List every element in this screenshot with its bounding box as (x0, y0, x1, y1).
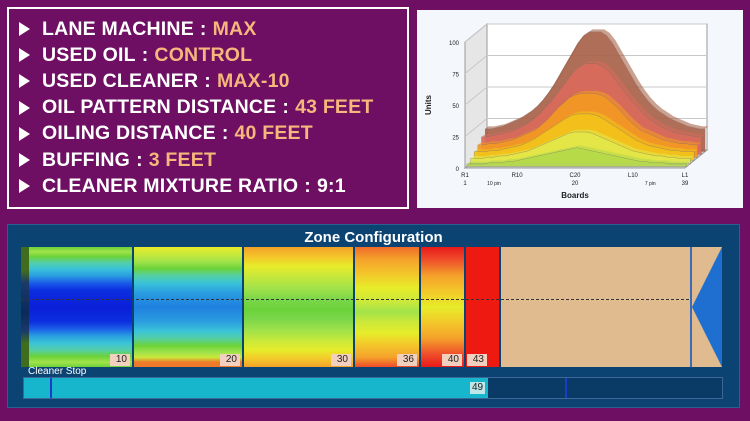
lane-edge-strip (21, 247, 29, 367)
x-axis-label: Boards (561, 191, 589, 200)
lane-center-line (21, 299, 689, 300)
x-number-label: 1 (463, 181, 467, 187)
spec-lane-machine: LANE MACHINE : MAX (19, 16, 407, 42)
spec-oil-pattern-distance: OIL PATTERN DISTANCE : 43 FEET (19, 95, 407, 121)
y-tick-label: 100 (449, 41, 460, 47)
y-axis-label: Units (424, 94, 433, 115)
bullet-arrow-icon (19, 48, 30, 63)
spec-value: MAX-10 (216, 69, 290, 92)
zone-distance-marker: 36 (397, 354, 417, 366)
y-tick-label: 50 (452, 104, 459, 110)
chart-series-rim (477, 90, 702, 145)
spec-separator: : (136, 148, 143, 171)
zone-distance-marker: 40 (442, 354, 462, 366)
pin-label-10: 10 pin (487, 181, 501, 187)
chart-series-rim (474, 111, 698, 152)
bullet-arrow-icon (19, 22, 30, 37)
spec-label: BUFFING (42, 148, 131, 171)
gridline (464, 55, 488, 74)
dry-lane-area (501, 247, 690, 367)
spec-value: CONTROL (154, 43, 253, 66)
spec-separator: : (304, 174, 311, 197)
spec-label: OILING DISTANCE (42, 122, 216, 145)
zone-distance-marker: 43 (467, 354, 487, 366)
oil-pattern-3d-chart: 0 25 50 75 100 Units R1 R10 C20 L10 L1 1 20 39 10 pin 7… (417, 10, 743, 208)
spec-separator: : (204, 69, 211, 92)
bullet-arrow-icon (19, 100, 30, 115)
x-tick-label: R10 (512, 173, 524, 179)
cleaner-stop-value[interactable]: 49 (470, 382, 486, 394)
cleaner-start-tick (50, 378, 52, 398)
oil-zone-3[interactable]: 30 (244, 247, 353, 367)
x-tick-label: R1 (461, 173, 469, 179)
spec-separator: : (141, 43, 149, 66)
pin-label-7: 7 pin (645, 181, 656, 187)
spec-separator: : (221, 122, 229, 145)
spec-separator: : (282, 96, 290, 119)
chart-axes: 0 25 50 75 100 Units R1 R10 C20 L10 L1 1 20 39 10 pin 7… (424, 41, 689, 200)
cleaner-stop-label: Cleaner Stop (28, 366, 87, 377)
spec-label: USED OIL (42, 43, 136, 66)
spec-used-oil: USED OIL : CONTROL (19, 42, 407, 68)
pattern-specs-panel: LANE MACHINE : MAX USED OIL : CONTROL US… (7, 7, 409, 209)
spec-label: CLEANER MIXTURE RATIO (42, 174, 299, 197)
zone-distance-marker: 20 (220, 354, 240, 366)
chart-series-area (466, 147, 687, 167)
cleaner-limit-tick (565, 378, 567, 398)
spec-oiling-distance: OILING DISTANCE : 40 FEET (19, 121, 407, 147)
oil-zone-2[interactable]: 20 (134, 247, 242, 367)
chart-series-layer (466, 29, 709, 167)
cleaner-stop-fill (24, 378, 488, 398)
spec-used-cleaner: USED CLEANER : MAX-10 (19, 68, 407, 94)
zone-configuration-title: Zone Configuration (304, 229, 443, 246)
spec-label: OIL PATTERN DISTANCE (42, 96, 277, 119)
oil-zone-4[interactable]: 36 (355, 247, 419, 367)
spec-buffing: BUFFING : 3 FEET (19, 147, 407, 173)
spec-list: LANE MACHINE : MAX USED OIL : CONTROL US… (9, 9, 407, 199)
gridline (464, 86, 488, 106)
spec-value: MAX (212, 17, 257, 40)
chart-canvas: 0 25 50 75 100 Units R1 R10 C20 L10 L1 1 20 39 10 pin 7… (424, 22, 709, 200)
chart-series-rim (481, 61, 705, 137)
bullet-arrow-icon (19, 126, 30, 141)
spec-label: LANE MACHINE (42, 17, 194, 40)
gridline (464, 23, 488, 43)
spec-cleaner-mixture-ratio: CLEANER MIXTURE RATIO : 9:1 (19, 173, 407, 199)
gridline (464, 118, 488, 137)
oil-zone-5[interactable]: 40 (421, 247, 464, 367)
oil-zone-1[interactable]: 10 (29, 247, 132, 367)
bullet-arrow-icon (19, 74, 30, 89)
x-number-label: 20 (572, 181, 579, 187)
x-tick-label: C20 (569, 173, 581, 179)
spec-value: 3 FEET (148, 148, 217, 171)
spec-label: USED CLEANER (42, 69, 199, 92)
spec-separator: : (199, 17, 207, 40)
oil-zone-6[interactable]: 43 (466, 247, 499, 367)
x-tick-label: L10 (628, 173, 639, 179)
pin-deck-icon (692, 247, 722, 367)
zone-distance-marker: 30 (331, 354, 351, 366)
lane-diagram: 10 20 30 36 40 43 (21, 247, 733, 368)
y-tick-label: 75 (452, 73, 459, 79)
spec-value: 9:1 (316, 174, 346, 197)
y-tick-label: 25 (452, 136, 459, 142)
zone-configuration-panel: Zone Configuration 10 20 30 36 40 43 Cle… (7, 224, 740, 408)
y-tick-label: 0 (456, 167, 460, 173)
zone-distance-marker: 10 (110, 354, 130, 366)
bullet-arrow-icon (19, 153, 30, 168)
spec-value: 43 FEET (295, 96, 374, 119)
foul-line (690, 247, 692, 367)
x-tick-label: L1 (682, 173, 689, 179)
bullet-arrow-icon (19, 179, 30, 194)
chart-series-rim (485, 29, 709, 129)
cleaner-stop-slider[interactable]: 49 (23, 377, 723, 399)
spec-value: 40 FEET (234, 122, 313, 145)
x-number-label: 39 (682, 181, 689, 187)
